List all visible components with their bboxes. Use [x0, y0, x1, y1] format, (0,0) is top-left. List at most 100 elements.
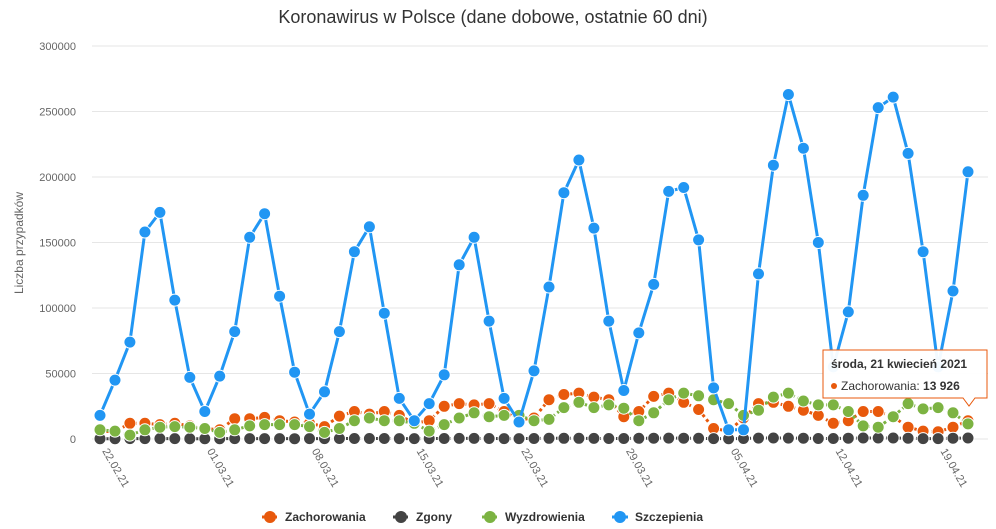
- data-point: [542, 393, 556, 407]
- data-point: [662, 184, 676, 198]
- data-point: [871, 420, 885, 434]
- y-tick-label: 150000: [39, 238, 76, 250]
- y-axis-label: Liczba przypadków: [12, 192, 26, 294]
- data-point: [512, 415, 526, 429]
- data-point: [557, 431, 571, 445]
- data-point: [347, 432, 361, 445]
- legend-marker: [395, 511, 407, 523]
- data-point: [961, 165, 975, 179]
- data-point: [452, 397, 466, 411]
- data-point: [766, 158, 780, 172]
- data-point: [632, 414, 646, 428]
- data-point: [228, 423, 242, 437]
- data-point: [467, 431, 481, 445]
- data-point: [901, 420, 915, 434]
- data-point: [886, 431, 900, 445]
- data-point: [886, 90, 900, 104]
- data-point: [722, 423, 736, 437]
- data-point: [901, 397, 915, 411]
- data-point: [707, 432, 721, 446]
- data-point: [826, 398, 840, 412]
- data-point: [153, 420, 167, 434]
- data-point: [228, 325, 242, 339]
- data-point: [811, 432, 825, 445]
- data-point: [871, 405, 885, 418]
- data-point: [123, 428, 137, 442]
- chart-title: Koronawirus w Polsce (dane dobowe, ostat…: [278, 7, 707, 27]
- data-point: [497, 432, 511, 446]
- data-point: [303, 407, 316, 421]
- grid: [92, 45, 988, 440]
- data-point: [362, 220, 376, 234]
- legend-item-zgony[interactable]: Zgony: [393, 510, 452, 524]
- data-point: [796, 431, 810, 445]
- data-point: [677, 181, 691, 194]
- data-point: [407, 414, 421, 428]
- legend-item-szczepienia[interactable]: Szczepienia: [612, 510, 703, 524]
- tooltip-value: 13 926: [923, 379, 960, 393]
- x-tick-label: 08.03.21: [309, 447, 341, 490]
- data-point: [766, 390, 780, 404]
- data-point: [467, 230, 481, 244]
- data-point: [527, 414, 541, 428]
- data-point: [452, 431, 466, 445]
- series-szczepienia: [93, 88, 975, 437]
- data-point: [332, 422, 346, 435]
- x-tick-label: 15.03.21: [414, 447, 446, 490]
- data-point: [407, 432, 421, 446]
- data-point: [632, 431, 646, 445]
- data-point: [258, 432, 272, 446]
- data-point: [662, 393, 676, 407]
- tooltip-marker: [831, 383, 837, 389]
- data-point: [572, 395, 586, 409]
- data-point: [602, 398, 616, 412]
- data-point: [587, 221, 601, 235]
- data-point: [617, 384, 631, 397]
- legend-marker: [264, 511, 276, 523]
- data-point: [467, 406, 481, 420]
- data-point: [946, 420, 960, 434]
- data-point: [243, 419, 257, 433]
- data-point: [542, 280, 556, 294]
- data-point: [213, 369, 227, 383]
- data-point: [288, 418, 302, 432]
- data-point: [273, 432, 287, 446]
- data-point: [482, 410, 496, 424]
- data-point: [422, 397, 436, 411]
- data-point: [198, 422, 212, 435]
- legend-marker: [614, 511, 626, 523]
- data-point: [422, 424, 436, 438]
- data-point: [93, 423, 107, 437]
- data-point: [766, 431, 780, 445]
- data-point: [602, 314, 616, 328]
- series-zgony: [93, 431, 975, 446]
- legend-label: Zgony: [416, 510, 452, 524]
- data-point: [557, 401, 571, 415]
- data-point: [183, 370, 197, 384]
- y-axis-ticks: 0 50000 100000 150000 200000 250000 300000: [39, 41, 76, 446]
- data-point: [123, 416, 137, 430]
- data-point: [692, 233, 706, 247]
- data-point: [572, 153, 586, 167]
- data-point: [692, 389, 706, 403]
- data-point: [677, 386, 691, 400]
- y-tick-label: 300000: [39, 41, 76, 53]
- data-point: [901, 431, 915, 445]
- data-point: [826, 416, 840, 430]
- x-tick-label: 12.04.21: [833, 447, 865, 490]
- data-point: [318, 385, 331, 399]
- data-point: [557, 388, 571, 401]
- data-point: [946, 284, 960, 298]
- data-point: [377, 414, 391, 428]
- data-point: [527, 364, 541, 378]
- legend-item-zachorowania[interactable]: Zachorowania: [262, 510, 366, 524]
- data-point: [856, 419, 870, 433]
- data-point: [527, 432, 541, 445]
- legend-item-wyzdrowienia[interactable]: Wyzdrowienia: [482, 510, 585, 524]
- data-point: [811, 236, 825, 249]
- data-point: [647, 277, 661, 291]
- data-point: [93, 408, 107, 422]
- data-point: [452, 258, 466, 272]
- data-point: [752, 267, 765, 281]
